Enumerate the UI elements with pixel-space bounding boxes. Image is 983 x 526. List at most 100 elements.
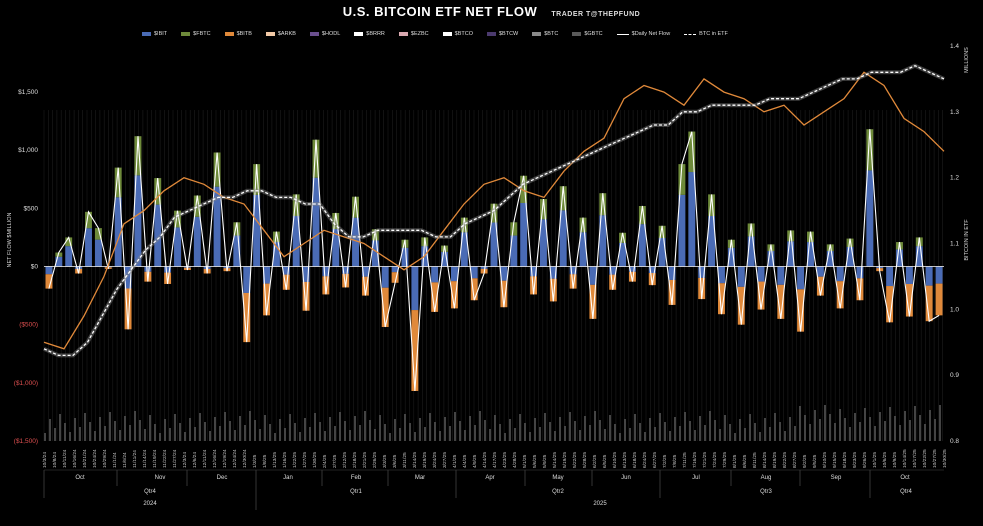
volume-bar: [654, 427, 656, 441]
volume-bar: [529, 432, 531, 441]
x-tick-label: 5/6/25: [532, 454, 538, 468]
y2-axis-unit: MILLIONS: [964, 47, 970, 73]
bar-other: [925, 285, 933, 322]
x-tick-label: 9/15/25: [832, 452, 838, 468]
bar-other: [431, 282, 439, 312]
bar-other: [470, 278, 478, 301]
volume-bar: [704, 425, 706, 441]
legend-swatch: [442, 32, 452, 36]
x-tick-label: 10/24/24: [92, 449, 98, 468]
volume-bar: [764, 418, 766, 441]
legend-item: $BTCO: [442, 31, 473, 37]
bar-other: [302, 281, 310, 311]
volume-bar: [309, 427, 311, 441]
volume-bar: [169, 428, 171, 441]
x-tick-label: 4/14/25: [482, 452, 488, 468]
x-tick-label: 4/4/25: [462, 454, 468, 468]
x-tick-label: 8/6/25: [742, 454, 748, 468]
volume-bar: [614, 424, 616, 441]
x-tick-label: 4/17/25: [492, 452, 498, 468]
bar-other: [668, 279, 676, 305]
bar-ibit: [253, 194, 261, 267]
bar-ibit: [905, 266, 913, 285]
volume-bar: [719, 429, 721, 441]
volume-bar: [579, 430, 581, 441]
x-tick-label: 6/27/25: [652, 452, 658, 468]
volume-bar: [224, 412, 226, 441]
legend-swatch: [265, 32, 275, 36]
volume-bar: [329, 417, 331, 441]
x-tick-label: 8/19/25: [772, 452, 778, 468]
volume-bar: [174, 414, 176, 441]
x-tick-label: 1/27/25: [302, 452, 308, 468]
volume-bar: [909, 420, 911, 441]
volume-bar: [774, 413, 776, 441]
x-tick-label: 11/11/24: [132, 450, 138, 468]
volume-bar: [284, 428, 286, 441]
bar-other: [45, 274, 53, 289]
bar-ibit: [816, 266, 824, 277]
x-tick-label: 2/7/25: [332, 454, 338, 468]
x-tick-label: 7/11/25: [682, 452, 688, 468]
bar-ibit: [490, 222, 498, 267]
x-tick-label: 7/16/25: [692, 452, 698, 468]
x-tick-label: 8/27/25: [792, 452, 798, 468]
volume-bar: [779, 422, 781, 441]
bar-other: [94, 228, 102, 240]
x-tick-label: 1/8/25: [262, 454, 268, 468]
x-tick-label: 9/10/25: [822, 452, 828, 468]
volume-bar: [404, 414, 406, 441]
volume-bar: [109, 412, 111, 441]
volume-bar: [494, 415, 496, 441]
volume-bar: [464, 430, 466, 441]
volume-bar: [574, 421, 576, 441]
bar-ibit: [698, 266, 706, 278]
bar-ibit: [292, 216, 300, 267]
legend-swatch: [181, 32, 191, 36]
y-tick-label: ($1,000): [14, 380, 38, 387]
x-tick-label: 3/24/25: [432, 452, 438, 468]
volume-bar: [429, 413, 431, 441]
bar-ibit: [935, 266, 943, 284]
volume-bar: [694, 430, 696, 441]
bar-other: [658, 225, 666, 238]
legend-swatch: [309, 32, 319, 36]
chart-legend: $IBIT $FBTC $BITB $ARKB $HODL $BRRR $EZBC $BTCO…: [142, 31, 742, 37]
x-tick-label: 8/14/25: [762, 452, 768, 468]
x-tick-label: 12/16/24: [212, 449, 218, 468]
legend-item: $FBTC: [181, 31, 211, 37]
bar-other: [678, 164, 686, 195]
x-tick-label: 11/6/24: [122, 452, 128, 468]
x-tick-label: 5/22/25: [572, 452, 578, 468]
x-tick-label: 5/9/25: [542, 454, 548, 468]
x-tick-label: 1/13/25: [272, 452, 278, 468]
bar-other: [856, 278, 864, 301]
bar-other: [530, 276, 538, 295]
volume-bar: [829, 414, 831, 441]
bar-ibit: [342, 266, 350, 274]
bar-ibit: [302, 266, 310, 282]
x-tick-label: 3/14/25: [412, 452, 418, 468]
volume-bar: [199, 413, 201, 441]
volume-bar: [699, 416, 701, 441]
bar-ibit: [352, 217, 359, 267]
volume-bar: [134, 411, 136, 441]
volume-bar: [444, 417, 446, 441]
bar-ibit: [757, 266, 765, 282]
legend-item: $HODL: [309, 31, 340, 37]
x-tick-label: 5/19/25: [562, 452, 568, 468]
bar-other: [134, 136, 142, 176]
volume-bar: [854, 413, 856, 441]
quarter-label: Qtr2: [552, 489, 564, 495]
volume-bar: [849, 427, 851, 441]
x-tick-label: 10/6/25: [882, 452, 888, 468]
x-tick-label: 7/8/25: [672, 454, 678, 468]
bar-other: [569, 274, 577, 289]
volume-bar: [204, 422, 206, 441]
bar-other: [589, 284, 597, 319]
volume-bar: [604, 429, 606, 441]
x-tick-label: 3/3/25: [382, 454, 388, 468]
volume-bar: [674, 417, 676, 441]
bar-other: [391, 272, 399, 283]
volume-bar: [369, 420, 371, 441]
